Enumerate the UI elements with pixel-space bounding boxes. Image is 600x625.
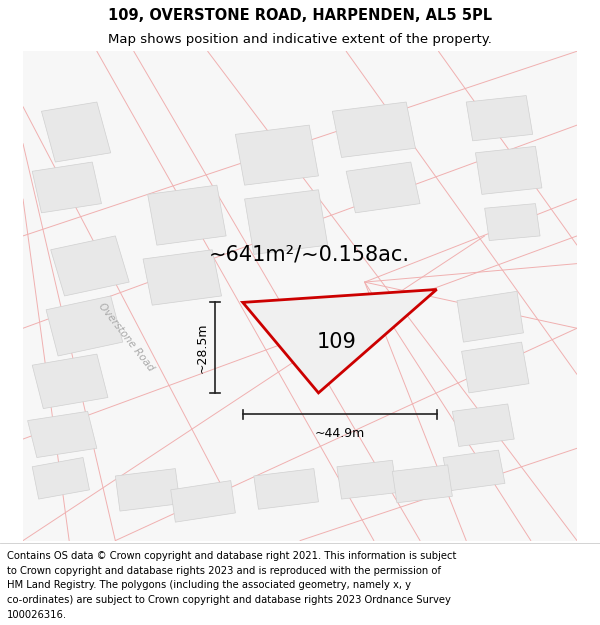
Text: co-ordinates) are subject to Crown copyright and database rights 2023 Ordnance S: co-ordinates) are subject to Crown copyr… <box>7 595 451 605</box>
Text: Contains OS data © Crown copyright and database right 2021. This information is : Contains OS data © Crown copyright and d… <box>7 551 457 561</box>
Text: ~28.5m: ~28.5m <box>196 322 209 373</box>
Polygon shape <box>337 460 397 499</box>
Polygon shape <box>32 354 108 409</box>
Text: Overstone Road: Overstone Road <box>97 301 156 374</box>
Polygon shape <box>148 185 226 245</box>
Polygon shape <box>143 250 221 305</box>
Text: ~641m²/~0.158ac.: ~641m²/~0.158ac. <box>209 244 410 264</box>
Text: Map shows position and indicative extent of the property.: Map shows position and indicative extent… <box>108 34 492 46</box>
Text: 109, OVERSTONE ROAD, HARPENDEN, AL5 5PL: 109, OVERSTONE ROAD, HARPENDEN, AL5 5PL <box>108 8 492 23</box>
Text: 109: 109 <box>317 332 357 352</box>
Polygon shape <box>443 450 505 491</box>
Polygon shape <box>28 411 97 458</box>
Text: HM Land Registry. The polygons (including the associated geometry, namely x, y: HM Land Registry. The polygons (includin… <box>7 580 411 590</box>
Polygon shape <box>452 404 514 446</box>
Text: to Crown copyright and database rights 2023 and is reproduced with the permissio: to Crown copyright and database rights 2… <box>7 566 441 576</box>
Text: 100026316.: 100026316. <box>7 610 67 620</box>
Polygon shape <box>46 296 123 356</box>
Polygon shape <box>457 291 523 342</box>
Polygon shape <box>32 458 89 499</box>
Polygon shape <box>346 162 420 213</box>
Polygon shape <box>475 146 542 194</box>
Polygon shape <box>50 236 129 296</box>
Polygon shape <box>392 465 452 503</box>
Polygon shape <box>171 481 235 522</box>
Polygon shape <box>243 289 437 393</box>
Polygon shape <box>32 162 101 213</box>
Polygon shape <box>461 342 529 393</box>
Polygon shape <box>485 204 540 241</box>
Polygon shape <box>254 469 319 509</box>
Text: ~44.9m: ~44.9m <box>314 427 365 440</box>
Polygon shape <box>466 96 533 141</box>
Polygon shape <box>41 102 111 162</box>
Polygon shape <box>235 125 319 185</box>
Polygon shape <box>115 469 180 511</box>
Polygon shape <box>245 190 328 254</box>
Polygon shape <box>332 102 415 158</box>
